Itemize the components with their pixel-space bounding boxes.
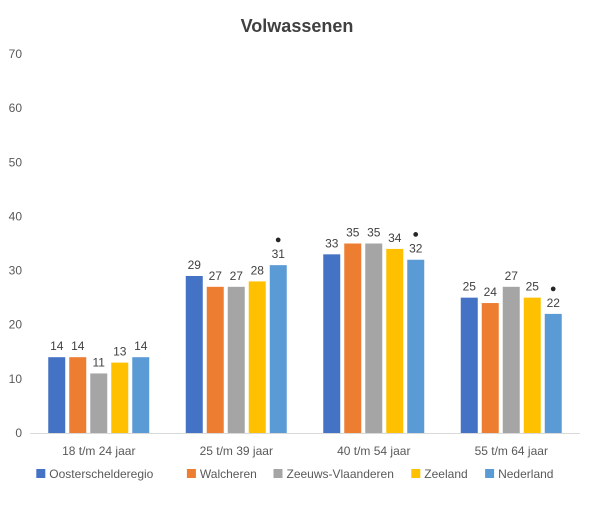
- data-label: 28: [251, 263, 265, 277]
- chart-title: Volwassenen: [241, 16, 354, 36]
- y-tick-label: 60: [9, 101, 23, 115]
- data-label: 14: [134, 339, 148, 353]
- legend-label: Nederland: [498, 467, 553, 481]
- data-label: 33: [325, 236, 339, 250]
- legend-item: Nederland: [485, 467, 553, 481]
- data-label: 25: [463, 280, 477, 294]
- value-labels: 14 29 33 25 14 27 35 24 11 27 35 27 13 28 34 25 14 31 32 22: [50, 226, 560, 370]
- data-label: 24: [484, 285, 498, 299]
- bar: [248, 281, 266, 433]
- y-tick-label: 40: [9, 209, 23, 223]
- bar: [386, 248, 404, 433]
- x-tick-label: 25 t/m 39 jaar: [200, 444, 273, 458]
- legend: Oosterscheldereg​io Walcheren Zeeuws-Vlaan…: [36, 467, 553, 481]
- y-tick-label: 10: [9, 372, 23, 386]
- legend-label: Walcheren: [200, 467, 257, 481]
- data-label: 22: [547, 296, 561, 310]
- data-label: 27: [505, 269, 519, 283]
- y-tick-label: 50: [9, 155, 23, 169]
- y-tick-label: 70: [9, 47, 23, 61]
- legend-swatch: [36, 469, 46, 478]
- data-label: 14: [50, 339, 64, 353]
- bar: [227, 286, 245, 433]
- y-tick-label: 0: [15, 426, 22, 440]
- significance-markers: ● ● ●: [275, 229, 557, 295]
- legend-label: Zeeuws-Vlaanderen: [287, 467, 394, 481]
- legend-item: Walcheren: [186, 467, 257, 481]
- bar: [111, 362, 129, 433]
- x-tick-label: 18 t/m 24 jaar: [62, 444, 135, 458]
- data-label: 35: [346, 226, 360, 240]
- bar: [344, 243, 362, 433]
- data-label: 35: [367, 226, 381, 240]
- data-label: 29: [188, 258, 202, 272]
- data-label: 13: [113, 345, 127, 359]
- significance-marker: ●: [275, 234, 282, 246]
- data-label: 25: [526, 280, 540, 294]
- bar: [206, 286, 224, 433]
- bar: [502, 286, 520, 433]
- bar: [48, 357, 66, 433]
- x-tick-label: 55 t/m 64 jaar: [475, 444, 548, 458]
- legend-swatch: [411, 469, 421, 478]
- y-tick-label: 20: [9, 318, 23, 332]
- bar: [90, 373, 108, 433]
- bar: [544, 313, 562, 433]
- bar: [69, 357, 87, 433]
- data-label: 14: [71, 339, 85, 353]
- bars: [48, 243, 562, 433]
- legend-label: Zeeland: [424, 467, 467, 481]
- y-axis: 0 10 20 30 40 50 60 70: [9, 47, 23, 440]
- significance-marker: ●: [412, 229, 419, 241]
- bar: [269, 265, 287, 433]
- data-label: 32: [409, 242, 423, 256]
- y-tick-label: 30: [9, 264, 23, 278]
- legend-swatch: [485, 469, 495, 478]
- bar: [365, 243, 383, 433]
- legend-item: Oosterscheldereg​io: [36, 467, 154, 481]
- bar: [323, 254, 341, 433]
- bar: [523, 297, 541, 433]
- data-label: 27: [209, 269, 223, 283]
- data-label: 31: [272, 247, 286, 261]
- data-label: 27: [230, 269, 244, 283]
- bar: [185, 275, 203, 433]
- significance-marker: ●: [550, 283, 557, 295]
- bar: [481, 303, 499, 433]
- bar: [407, 259, 425, 433]
- legend-swatch: [186, 469, 196, 478]
- legend-label: Oosterscheldereg​io: [49, 467, 153, 481]
- data-label: 34: [388, 231, 402, 245]
- legend-item: Zeeland: [411, 467, 468, 481]
- data-label: 11: [93, 355, 106, 369]
- bar: [460, 297, 478, 433]
- bar: [132, 357, 150, 433]
- x-tick-label: 40 t/m 54 jaar: [337, 444, 410, 458]
- legend-item: Zeeuws-Vlaanderen: [273, 467, 394, 481]
- legend-swatch: [273, 469, 283, 478]
- x-axis: 18 t/m 24 jaar 25 t/m 39 jaar 40 t/m 54 ja…: [30, 433, 580, 458]
